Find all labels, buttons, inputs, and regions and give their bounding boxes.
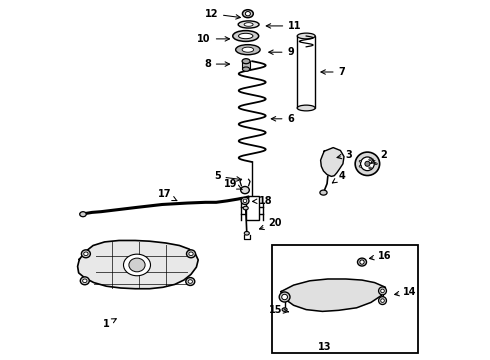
Text: 3: 3	[337, 150, 352, 160]
Text: 8: 8	[204, 59, 229, 69]
Text: 20: 20	[260, 218, 282, 230]
Ellipse shape	[80, 277, 89, 285]
Ellipse shape	[297, 33, 315, 39]
Text: 16: 16	[369, 251, 392, 261]
Text: 2: 2	[370, 150, 387, 163]
Ellipse shape	[369, 159, 371, 161]
Ellipse shape	[241, 197, 249, 204]
Ellipse shape	[282, 294, 288, 300]
Ellipse shape	[282, 308, 287, 311]
Ellipse shape	[243, 10, 253, 18]
Ellipse shape	[355, 152, 380, 175]
Ellipse shape	[187, 250, 196, 258]
Text: 12: 12	[204, 9, 241, 19]
Ellipse shape	[123, 254, 150, 276]
Ellipse shape	[129, 258, 145, 272]
Ellipse shape	[359, 160, 362, 162]
Ellipse shape	[381, 289, 384, 293]
Bar	[243, 61, 250, 69]
Ellipse shape	[297, 105, 315, 111]
Text: 7: 7	[321, 67, 345, 77]
Text: 18: 18	[252, 196, 273, 206]
Ellipse shape	[365, 161, 370, 166]
Ellipse shape	[358, 258, 367, 266]
Ellipse shape	[233, 31, 259, 41]
Ellipse shape	[242, 47, 254, 52]
Ellipse shape	[243, 199, 247, 203]
Ellipse shape	[80, 212, 86, 217]
Ellipse shape	[239, 33, 253, 39]
Text: 1: 1	[103, 319, 116, 329]
Ellipse shape	[279, 292, 290, 302]
Ellipse shape	[360, 260, 364, 264]
Text: 15: 15	[270, 305, 289, 315]
Ellipse shape	[244, 23, 253, 26]
Ellipse shape	[243, 67, 250, 71]
Text: 5: 5	[214, 171, 241, 181]
Ellipse shape	[238, 21, 259, 28]
Ellipse shape	[381, 299, 384, 302]
Ellipse shape	[245, 231, 249, 235]
Text: 14: 14	[394, 287, 417, 297]
Polygon shape	[77, 240, 198, 289]
Ellipse shape	[243, 206, 248, 210]
Ellipse shape	[242, 59, 250, 64]
Text: 10: 10	[197, 34, 229, 44]
Text: 6: 6	[271, 114, 294, 124]
Ellipse shape	[84, 252, 88, 256]
Polygon shape	[281, 279, 386, 311]
Ellipse shape	[359, 166, 362, 167]
Ellipse shape	[361, 157, 374, 171]
Ellipse shape	[83, 279, 87, 283]
Ellipse shape	[188, 280, 193, 283]
Bar	[297, 36, 315, 108]
Ellipse shape	[81, 250, 90, 258]
Ellipse shape	[186, 278, 195, 285]
Bar	[272, 245, 418, 353]
Text: 17: 17	[158, 189, 177, 201]
Ellipse shape	[241, 186, 249, 194]
Ellipse shape	[245, 12, 250, 16]
Text: 19: 19	[223, 179, 243, 189]
Ellipse shape	[189, 252, 193, 256]
Ellipse shape	[320, 190, 327, 195]
Polygon shape	[320, 148, 344, 176]
Ellipse shape	[369, 167, 371, 169]
Text: 13: 13	[318, 342, 331, 352]
Text: 11: 11	[266, 21, 302, 31]
Bar	[245, 196, 259, 220]
Ellipse shape	[236, 45, 260, 55]
Text: 4: 4	[332, 171, 345, 183]
Ellipse shape	[375, 163, 377, 165]
Text: 9: 9	[269, 47, 294, 57]
Ellipse shape	[379, 287, 387, 295]
Ellipse shape	[379, 297, 387, 305]
